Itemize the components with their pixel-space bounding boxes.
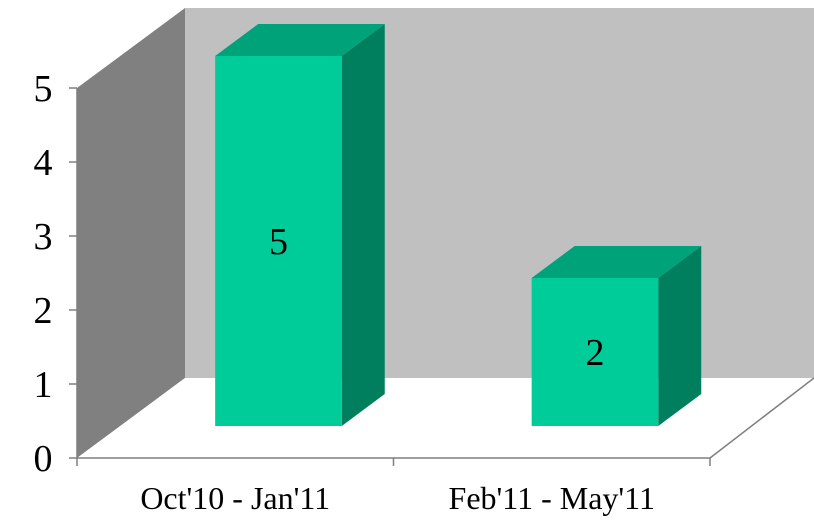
bar-front-face (215, 56, 342, 426)
axis-layer (69, 87, 711, 466)
y-tick-label: 3 (34, 216, 53, 258)
bar-front-face (531, 278, 659, 426)
side-wall (77, 8, 185, 458)
bar (531, 246, 702, 426)
labels-layer: 0 1 2 3 4 5 5 Oct'10 - Jan'11 2 Feb'11 - May'11 (34, 68, 655, 516)
y-tick-label: 0 (34, 438, 53, 480)
floor (77, 378, 814, 458)
bar-side-face (341, 24, 385, 426)
bar (215, 24, 385, 426)
floor-right-edge (709, 377, 814, 459)
y-tick-label: 4 (34, 142, 53, 184)
x-category-label: Feb'11 - May'11 (449, 480, 655, 516)
bar-top-face (531, 246, 702, 278)
x-category-label: Oct'10 - Jan'11 (140, 480, 330, 516)
bar-top-face (215, 24, 385, 56)
y-tick-label: 5 (34, 68, 53, 110)
bar-side-face (658, 246, 702, 426)
data-label: 5 (269, 221, 288, 263)
data-label: 2 (585, 332, 604, 374)
bars-layer (215, 24, 702, 426)
y-tick-label: 2 (34, 290, 53, 332)
y-tick-label: 1 (34, 364, 53, 406)
floor-edges (709, 377, 814, 459)
